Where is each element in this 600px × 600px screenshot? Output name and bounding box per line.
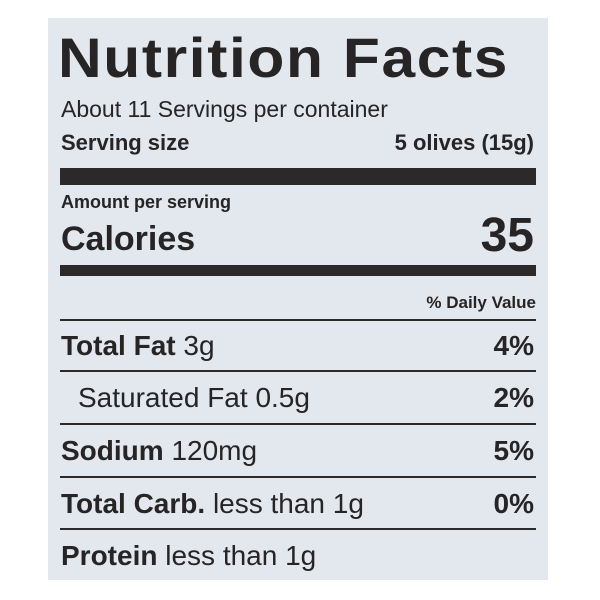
nutrient-name: Sodium [61, 435, 164, 466]
rule [60, 319, 536, 321]
nutrient-amount: less than 1g [165, 540, 317, 571]
daily-value: 4% [493, 330, 534, 361]
nutrient-name: Protein [61, 540, 158, 571]
daily-value: 2% [493, 382, 534, 413]
rule [60, 423, 536, 425]
daily-value: 5% [493, 435, 534, 466]
nutrient: Total Fat 3g [61, 332, 215, 360]
daily-value-header: % Daily Value [426, 293, 536, 312]
serving-size-label: Serving size [61, 130, 190, 155]
nutrient: Protein less than 1g [61, 542, 316, 570]
amount-per-serving: Amount per serving [61, 192, 232, 212]
nutrient-name: Total Fat [61, 330, 176, 361]
nutrient-name: Saturated Fat [78, 382, 248, 413]
daily-value: 0% [493, 488, 534, 519]
nutrient-amount: 0.5g [255, 382, 310, 413]
nutrient-amount: less than 1g [212, 488, 364, 519]
calories-value: 35 [480, 209, 534, 262]
nutrient: Saturated Fat 0.5g [78, 384, 310, 412]
nutrient-amount: 3g [183, 330, 215, 361]
nutrient-amount: 120mg [171, 435, 258, 466]
calories-label: Calories [61, 220, 196, 258]
nutrition-label: Nutrition Facts About 11 Servings per co… [48, 18, 548, 580]
medium-rule [60, 265, 536, 276]
nutrient: Sodium 120mg [61, 437, 257, 465]
thick-rule [60, 168, 536, 185]
rule [60, 476, 536, 478]
title: Nutrition Facts [58, 26, 510, 89]
nutrient: Total Carb. less than 1g [61, 490, 364, 518]
servings: About 11 Servings per container [61, 96, 388, 122]
serving-size-value: 5 olives (15g) [394, 130, 534, 155]
nutrient-name: Total Carb. [61, 488, 206, 519]
rule [60, 370, 536, 372]
rule [60, 528, 536, 530]
